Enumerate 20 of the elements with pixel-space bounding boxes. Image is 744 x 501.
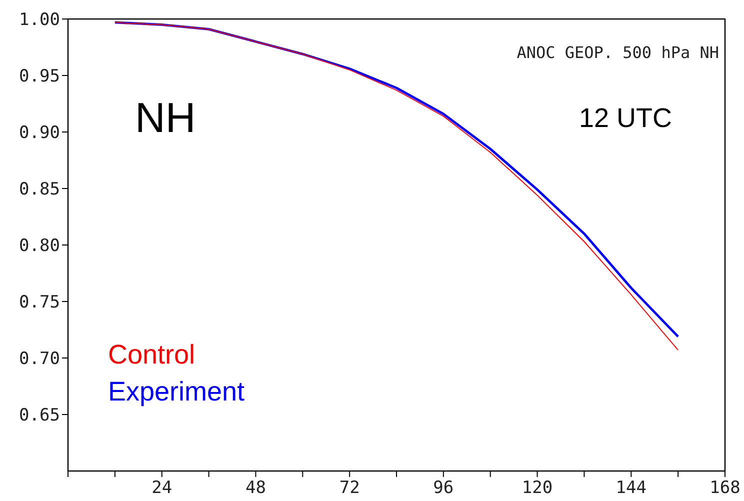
x-tick-label: 144 [616,478,646,498]
y-tick-label: 0.85 [19,179,60,200]
text: Experiment [108,376,246,407]
y-tick-label: 1.00 [19,10,60,30]
y-tick-label: 0.75 [19,292,60,312]
y-tick-label: 0.70 [19,348,60,369]
x-tick-label: 96 [433,478,454,498]
y-tick-label: 0.95 [19,66,60,86]
y-tick-label: 0.65 [19,405,60,426]
x-tick-label: 24 [152,478,172,498]
x-tick-label: 168 [710,478,740,498]
x-tick-label: 72 [339,478,360,498]
y-tick-label: 0.90 [19,122,60,143]
y-tick-label: 0.80 [19,236,60,256]
x-tick-label: 120 [522,478,553,498]
x-tick-label: 48 [245,478,266,498]
annotation: 12 UTC [578,103,672,133]
text: Control [108,340,196,370]
annotation: NH [135,94,196,141]
text: ANOC GEOP. 500 hPa NH [516,43,719,62]
